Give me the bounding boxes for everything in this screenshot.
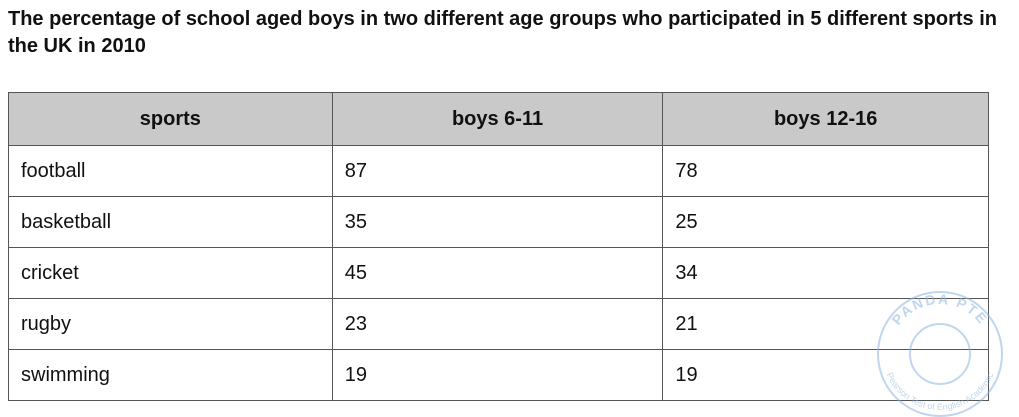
table-cell: swimming (8, 349, 333, 401)
table-cell: football (8, 145, 333, 197)
watermark-text-path: PANDA PTE (888, 291, 989, 328)
header-cell: sports (8, 92, 333, 146)
table-cell: rugby (8, 298, 333, 350)
table-row: football 87 78 (8, 145, 989, 197)
table-row: cricket 45 34 (8, 247, 989, 299)
table-cell: 19 (331, 349, 664, 401)
table-cell: 35 (331, 196, 664, 248)
table-cell: cricket (8, 247, 333, 299)
table-cell: 23 (331, 298, 664, 350)
table-row: rugby 23 21 (8, 298, 989, 350)
watermark-subtext-path: Pearson Test of English Academic (885, 370, 996, 412)
sports-table: sports boys 6-11 boys 12-16 football 87 78 ba… (8, 92, 989, 401)
header-row: sports boys 6-11 boys 12-16 (8, 92, 989, 146)
table-cell: 87 (331, 145, 664, 197)
header-cell: boys 12-16 (662, 92, 989, 146)
header-cell: boys 6-11 (331, 92, 664, 146)
watermark-ring (877, 291, 1003, 417)
table-cell: basketball (8, 196, 333, 248)
watermark-panda (909, 323, 971, 385)
table-cell: 34 (662, 247, 989, 299)
watermark-text: PANDA PTE (888, 291, 991, 328)
table-cell: 78 (662, 145, 989, 197)
table-row: swimming 19 19 (8, 349, 989, 401)
table-cell: 25 (662, 196, 989, 248)
table-row: basketball 35 25 (8, 196, 989, 248)
table-cell: 19 (662, 349, 989, 401)
table-cell: 45 (331, 247, 664, 299)
watermark-subtext: Pearson Test of English Academic (885, 370, 996, 412)
title: The percentage of school aged boys in tw… (8, 8, 998, 57)
watermark: PANDA PTE Pearson Test of English Academ… (877, 291, 1003, 417)
